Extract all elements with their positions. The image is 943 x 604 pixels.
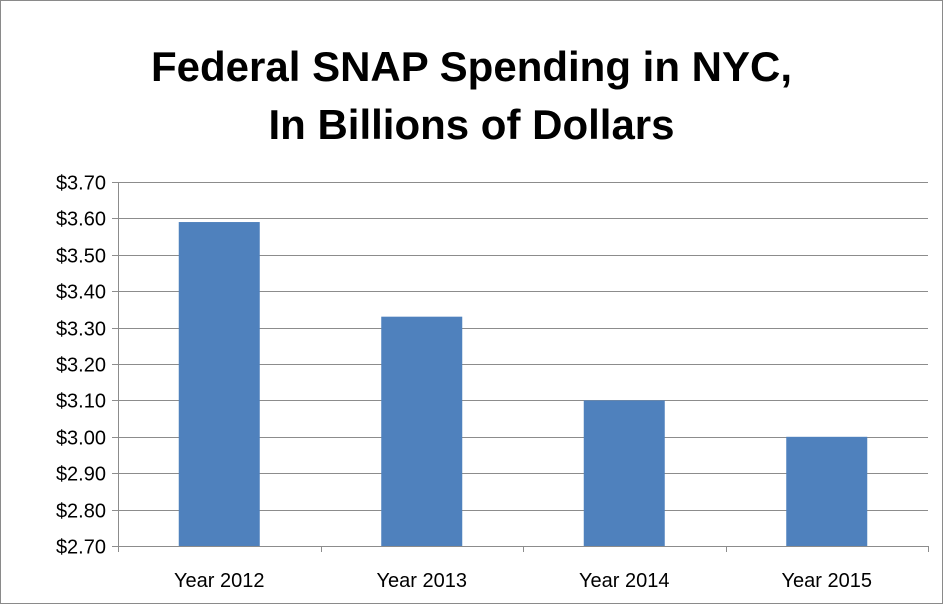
y-tick-label: $3.50 [56,246,106,268]
chart-title: Federal SNAP Spending in NYC, In Billion… [0,38,943,154]
y-tick-label: $3.70 [56,173,106,195]
bar [583,400,665,546]
x-tick-label: Year 2013 [377,570,467,592]
y-tick-label: $2.90 [56,464,106,486]
y-tick-label: $3.40 [56,282,106,304]
y-tick-label: $3.60 [56,209,106,231]
y-tick-label: $3.30 [56,319,106,341]
y-tick-label: $3.20 [56,355,106,377]
bars [178,222,868,547]
y-tick-label: $2.80 [56,501,106,523]
y-tick-label: $3.10 [56,391,106,413]
x-tick-labels: Year 2012 Year 2013 Year 2014 Year 2015 [174,570,872,592]
bar [786,436,868,546]
bar [178,222,260,547]
axes [112,182,929,552]
y-tick-label: $3.00 [56,428,106,450]
chart-title-line-2: In Billions of Dollars [268,101,675,148]
x-tick-label: Year 2015 [782,570,872,592]
chart-title-line-1: Federal SNAP Spending in NYC, [151,43,792,90]
x-tick-label: Year 2012 [174,570,264,592]
bar [381,316,463,546]
x-tick-label: Year 2014 [579,570,669,592]
y-tick-labels: $2.70 $2.80 $2.90 $3.00 $3.10 $3.20 $3.30 $3.40… [56,173,106,559]
y-tick-label: $2.70 [56,537,106,559]
